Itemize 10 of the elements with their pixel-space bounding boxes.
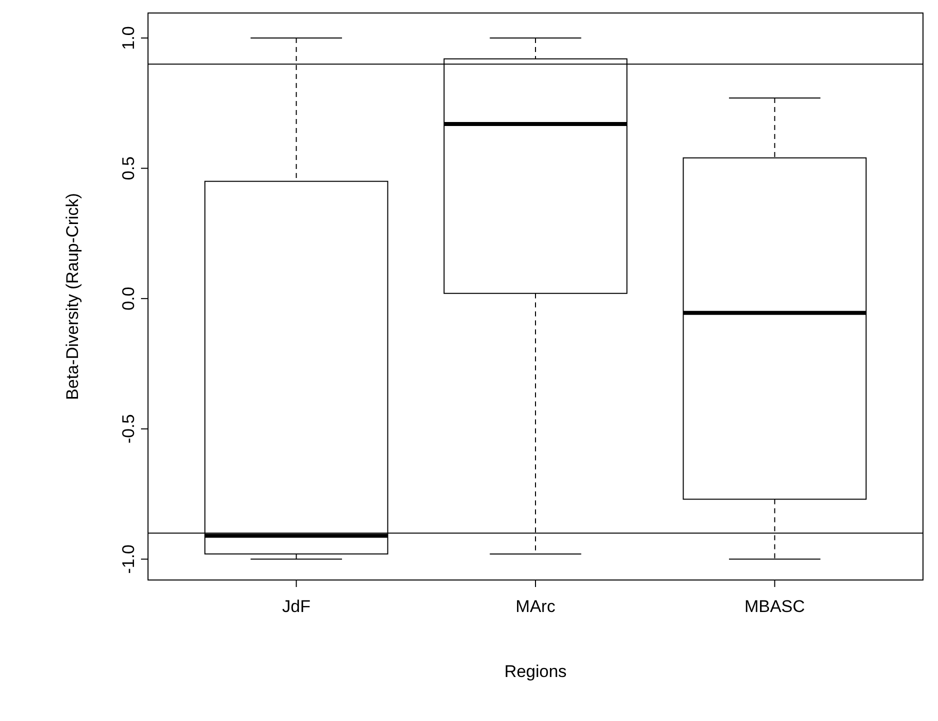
x-tick-label: MArc	[516, 597, 556, 616]
x-axis-title: Regions	[504, 662, 567, 681]
y-tick-label: -1.0	[119, 544, 138, 574]
y-tick-label: -0.5	[119, 414, 138, 444]
x-tick-label: JdF	[282, 597, 310, 616]
y-tick-label: 0.5	[119, 156, 138, 180]
y-tick-label: 0.0	[119, 286, 138, 310]
y-axis-title: Beta-Diversity (Raup-Crick)	[63, 193, 82, 400]
x-tick-label: MBASC	[744, 597, 805, 616]
y-tick-label: 1.0	[119, 26, 138, 50]
